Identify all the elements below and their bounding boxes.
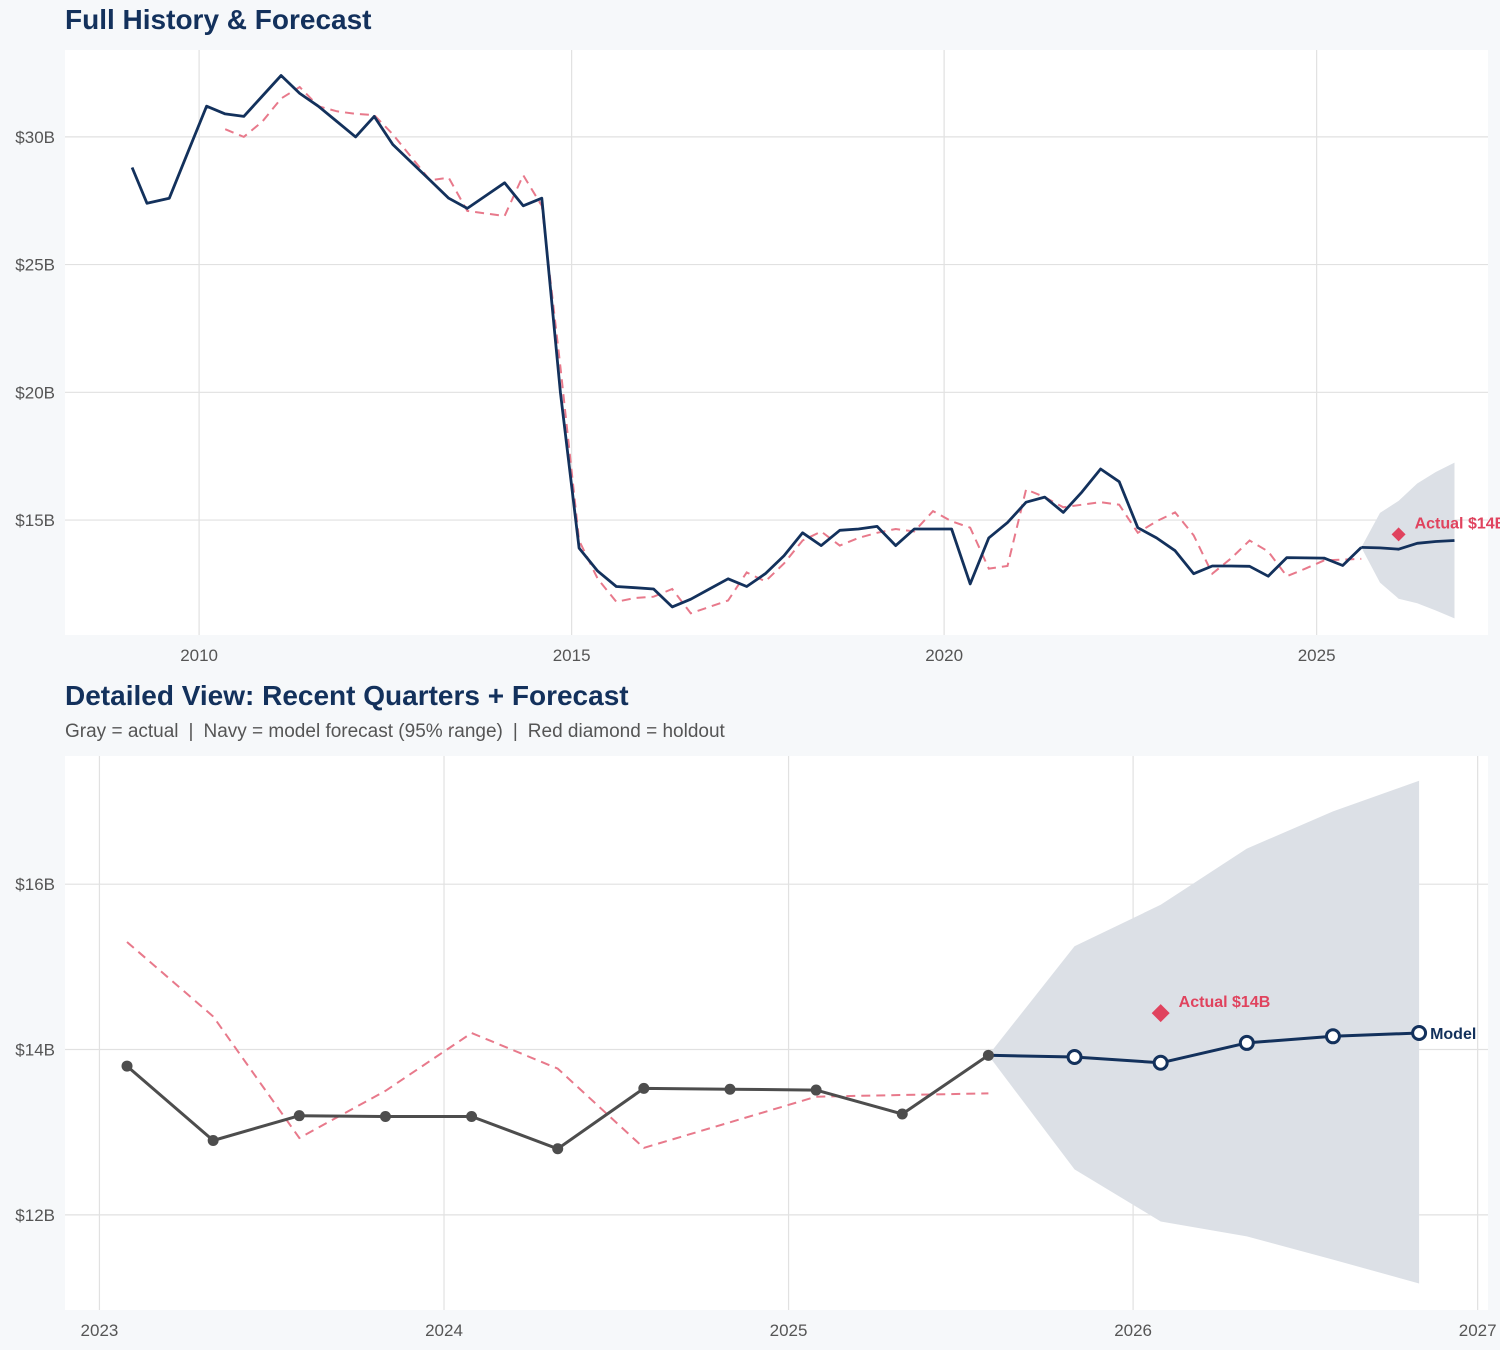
- top-forecast-band: [1361, 462, 1455, 619]
- top-x-tick-label: 2020: [925, 646, 963, 665]
- subtitle-red-legend: Red diamond = holdout: [527, 721, 725, 742]
- subtitle-navy-legend: Navy = model forecast (95% range): [203, 721, 503, 742]
- bottom-y-tick-label: $14B: [15, 1041, 55, 1060]
- bottom-x-tick-label: 2023: [81, 1321, 119, 1340]
- bottom-actual-point: [121, 1060, 133, 1072]
- bottom-actual-point: [724, 1083, 736, 1095]
- bottom-y-tick-label: $12B: [15, 1206, 55, 1225]
- bottom-x-tick-label: 2024: [425, 1321, 463, 1340]
- subtitle-separator: |: [188, 721, 194, 742]
- subtitle-separator: |: [512, 721, 518, 742]
- bottom-actual-point: [379, 1111, 391, 1123]
- bottom-x-tick-label: 2026: [1114, 1321, 1152, 1340]
- top-holdout-label: Actual $14B: [1415, 515, 1500, 532]
- top-holdout-diamond: [1391, 527, 1406, 542]
- bottom-holdout-label: Actual $14B: [1179, 994, 1271, 1011]
- bottom-chart-title: Detailed View: Recent Quarters + Forecas…: [65, 680, 629, 711]
- bottom-x-tick-label: 2025: [770, 1321, 808, 1340]
- bottom-actual-point: [552, 1143, 564, 1155]
- bottom-forecast-point: [1411, 1025, 1428, 1041]
- top-y-tick-label: $15B: [15, 511, 55, 530]
- bottom-actual-point: [293, 1110, 305, 1122]
- bottom-y-tick-label: $16B: [15, 875, 55, 894]
- bottom-forecast-point: [1152, 1054, 1169, 1071]
- bottom-holdout-diamond: [1151, 1004, 1170, 1023]
- bottom-actual-point: [466, 1111, 478, 1123]
- subtitle-gray-legend: Gray = actual: [65, 721, 179, 742]
- bottom-chart-subtitle: Gray = actual | Navy = model forecast (95%…: [65, 721, 725, 743]
- bottom-forecast-point: [1324, 1028, 1341, 1045]
- bottom-actual-point: [810, 1084, 822, 1096]
- top-x-tick-label: 2025: [1298, 646, 1336, 665]
- top-chart-title: Full History & Forecast: [65, 4, 372, 35]
- top-y-tick-label: $30B: [15, 128, 55, 147]
- top-fitted-line: [224, 85, 1362, 615]
- bottom-x-tick-label: 2027: [1459, 1321, 1497, 1340]
- top-y-tick-label: $25B: [15, 256, 55, 275]
- bottom-fitted-line: [126, 941, 989, 1150]
- top-x-tick-label: 2010: [180, 646, 218, 665]
- bottom-model-label: Model: [1430, 1026, 1476, 1043]
- top-x-tick-label: 2015: [553, 646, 591, 665]
- bottom-forecast-line: [988, 1031, 1420, 1065]
- bottom-actual-point: [982, 1049, 994, 1061]
- top-chart: $15B $20B $25B $30B 2010 2015 2020 2025 Actual $…: [15, 50, 1500, 665]
- top-forecast-line: [1361, 539, 1455, 551]
- bottom-actual-point: [896, 1108, 908, 1120]
- bottom-actual-point: [638, 1082, 650, 1094]
- bottom-forecast-point: [1066, 1048, 1083, 1065]
- bottom-actual-point: [207, 1134, 219, 1146]
- top-plot-panel: [65, 50, 1488, 635]
- top-y-tick-label: $20B: [15, 383, 55, 402]
- bottom-forecast-band: [988, 780, 1420, 1284]
- top-actual-line: [130, 74, 1363, 609]
- bottom-forecast-point: [1238, 1034, 1255, 1051]
